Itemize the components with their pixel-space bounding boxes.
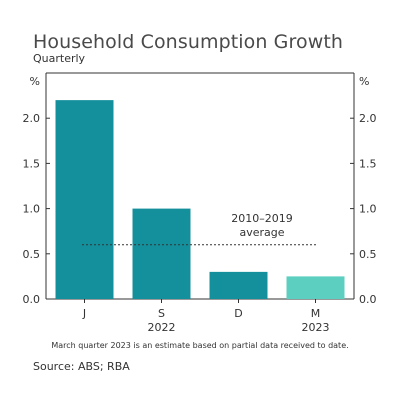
left-tick-label: 2.0	[23, 112, 41, 125]
average-label-line2: average	[239, 226, 284, 239]
bar-d	[209, 271, 268, 299]
right-tick-label: 1.0	[359, 203, 377, 216]
bar-m	[286, 276, 345, 299]
left-tick-label: 1.0	[23, 203, 41, 216]
right-tick-label: 0.5	[359, 248, 377, 261]
left-tick-label: 0.0	[23, 293, 41, 306]
x-tick-label: S	[158, 307, 165, 320]
left-tick-label: 0.5	[23, 248, 41, 261]
right-tick-label: 0.0	[359, 293, 377, 306]
x-year-label: 2022	[148, 321, 176, 334]
left-unit-label: %	[30, 75, 40, 88]
chart-source: Source: ABS; RBA	[33, 360, 130, 373]
x-tick-label: M	[311, 307, 321, 320]
left-tick-label: 1.5	[23, 157, 41, 170]
right-tick-label: 1.5	[359, 157, 377, 170]
x-year-label: 2023	[302, 321, 330, 334]
bar-s	[132, 208, 191, 299]
x-tick-label: J	[82, 307, 86, 320]
right-unit-label: %	[359, 75, 369, 88]
x-tick-label: D	[234, 307, 242, 320]
chart-title: Household Consumption Growth	[33, 31, 344, 53]
chart-note: March quarter 2023 is an estimate based …	[51, 341, 349, 350]
right-tick-label: 2.0	[359, 112, 377, 125]
chart-subtitle: Quarterly	[33, 52, 86, 65]
bar-j	[55, 100, 114, 300]
average-label-line1: 2010–2019	[231, 212, 293, 225]
